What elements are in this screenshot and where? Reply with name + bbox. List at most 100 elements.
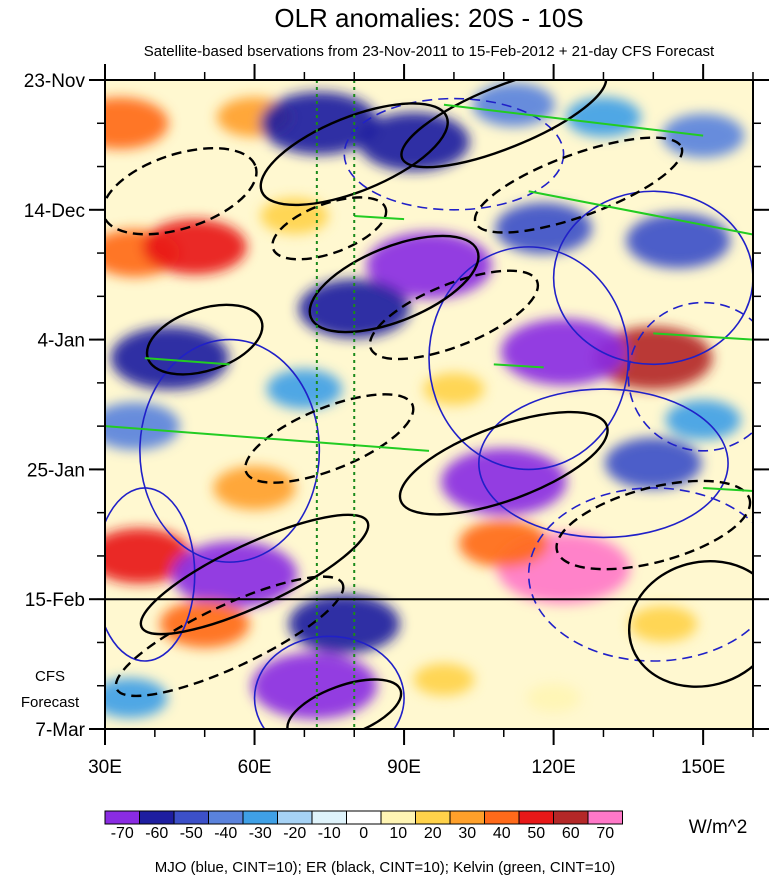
mjo-contour [428, 246, 630, 471]
er-contour [105, 147, 258, 236]
anomaly-cell [626, 213, 731, 269]
colorbar-label: -50 [180, 825, 203, 842]
colorbar-label: 0 [359, 825, 368, 842]
kelvin-contour [354, 214, 405, 221]
anomaly-cell [288, 594, 400, 654]
anomaly-cell [413, 663, 475, 696]
anomaly-cell [366, 232, 492, 299]
x-tick-label: 90E [387, 757, 421, 778]
kelvin-contour [443, 103, 704, 137]
colorbar-label: -30 [249, 825, 272, 842]
er-contour [114, 575, 345, 698]
y-tick-label: 23-Nov [24, 71, 86, 92]
colorbar-label: -40 [214, 825, 237, 842]
anomaly-cell [423, 372, 485, 406]
er-contour [259, 102, 449, 207]
colorbar-label: 40 [493, 825, 511, 842]
x-axis: 30E 60E 90E 120E 150E [88, 64, 754, 778]
colorbar-swatch [173, 810, 209, 825]
er-contour [286, 678, 403, 729]
mjo-contour [527, 487, 753, 662]
er-contour [555, 479, 752, 571]
anomaly-cell [500, 318, 627, 386]
colorbar-label: 10 [389, 825, 407, 842]
anomaly-cell [665, 399, 741, 440]
plot-area [105, 80, 753, 729]
anomaly-cell [440, 448, 567, 516]
anomaly-cell [110, 326, 229, 390]
colorbar-swatch [139, 810, 175, 825]
chart-subtitle: Satellite-based bservations from 23-Nov-… [144, 43, 715, 60]
colorbar-swatch [380, 810, 416, 825]
colorbar-swatch [484, 810, 520, 825]
y-tick-label: 25-Jan [27, 460, 85, 481]
colorbar-swatch [277, 810, 313, 825]
colorbar: -70 -60 -50 -40 -30 -20 -10 0 10 20 30 40 50 60 70 [104, 810, 623, 842]
forecast-label-line-2: Forecast [21, 694, 80, 711]
er-contour [400, 80, 608, 169]
er-contour [244, 393, 415, 484]
anomaly-cell [458, 519, 549, 568]
chart-title: OLR anomalies: 20S - 10S [274, 3, 583, 33]
anomaly-cell [260, 91, 379, 155]
er-contour [368, 269, 540, 361]
colorbar-swatch [553, 810, 589, 825]
colorbar-label: -60 [145, 825, 168, 842]
forecast-label-line-1: CFS [35, 668, 65, 685]
anomaly-cell [105, 528, 192, 584]
mjo-contour [253, 635, 405, 729]
anomaly-cell [159, 600, 250, 648]
x-tick-label: 30E [88, 757, 122, 778]
kelvin-contour [105, 425, 430, 452]
colorbar-swatch [346, 810, 382, 825]
x-tick-label: 60E [238, 757, 272, 778]
colorbar-label: 70 [596, 825, 614, 842]
mjo-contour [139, 338, 321, 563]
kelvin-contour [144, 357, 230, 366]
x-tick-label: 120E [531, 757, 575, 778]
colorbar-unit: W/m^2 [689, 817, 748, 838]
kelvin-contour [703, 486, 753, 493]
colorbar-swatch [242, 810, 278, 825]
er-contour [473, 136, 684, 234]
anomaly-cell [298, 279, 410, 339]
er-contour [308, 234, 480, 334]
mjo-contour [478, 388, 729, 539]
y-tick-label: 7-Mar [35, 720, 85, 741]
colorbar-swatch [208, 810, 244, 825]
anomaly-cell [251, 652, 378, 720]
anomaly-cell [142, 219, 247, 275]
er-contour [139, 513, 370, 636]
kelvin-contour [528, 190, 753, 236]
y-axis: 23-Nov 14-Dec 4-Jan 25-Jan 15-Feb 7-Mar [24, 71, 769, 741]
kelvin-contours [105, 103, 753, 493]
chart-footer: MJO (blue, CINT=10); ER (black, CINT=10)… [155, 859, 616, 876]
anomaly-cell [565, 97, 642, 138]
anomaly-cell [472, 82, 555, 127]
reference-lines [315, 80, 356, 729]
er-contour [398, 410, 609, 516]
colorbar-label: 60 [562, 825, 580, 842]
colorbar-swatch [104, 810, 140, 825]
anomaly-cell [526, 683, 581, 713]
er-contour [627, 559, 753, 688]
anomaly-cell [358, 112, 470, 172]
plot-frame [104, 79, 754, 730]
anomaly-cell [105, 97, 169, 149]
colorbar-label: 50 [527, 825, 545, 842]
colorbar-label: 20 [424, 825, 442, 842]
colorbar-swatch [449, 810, 485, 825]
colorbar-label: -70 [111, 825, 134, 842]
colorbar-swatch [587, 810, 623, 825]
y-tick-label: 14-Dec [24, 201, 85, 222]
colorbar-swatch [518, 810, 554, 825]
anomaly-cell [105, 678, 168, 719]
anomaly-cell [213, 466, 296, 510]
anomaly-cell [604, 437, 702, 489]
colorbar-label: -20 [283, 825, 306, 842]
er-contour [271, 196, 388, 261]
mjo-contour [343, 97, 565, 211]
x-tick-label: 150E [681, 757, 725, 778]
kelvin-contour [493, 363, 544, 369]
